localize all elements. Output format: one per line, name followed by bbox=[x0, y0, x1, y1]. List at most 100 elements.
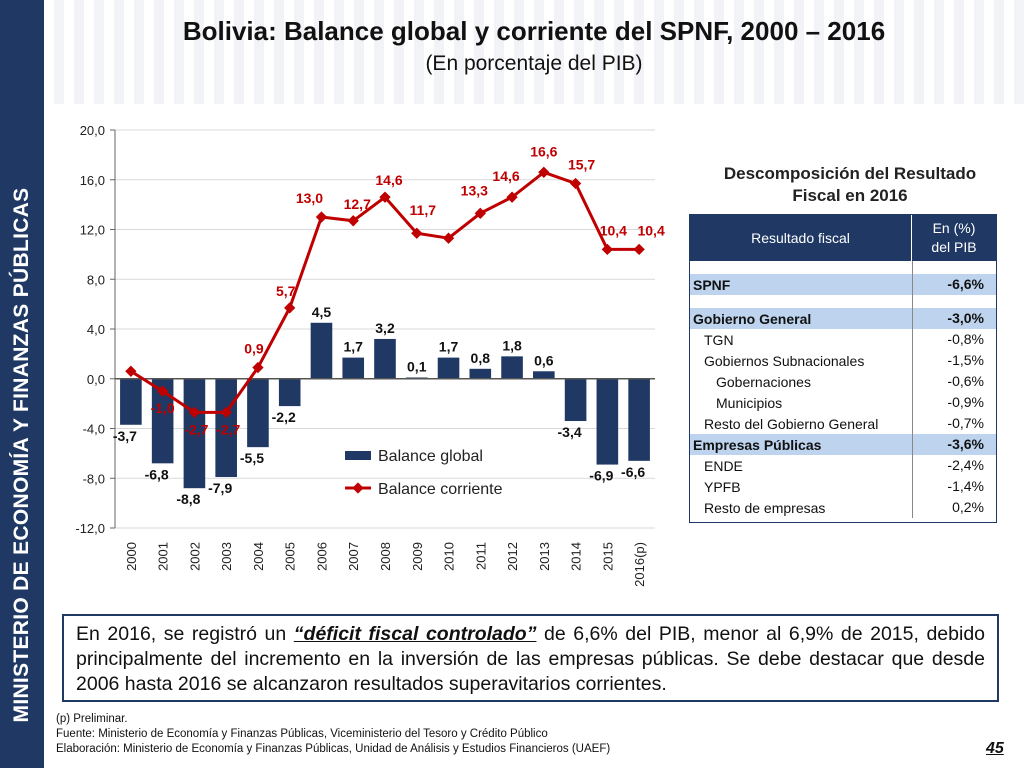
table-row: Empresas Públicas -3,6% bbox=[690, 434, 996, 455]
table-row-label: TGN bbox=[704, 331, 734, 348]
table-row: Resto de empresas 0,2% bbox=[690, 497, 996, 518]
table-row-value: -1,5% bbox=[912, 350, 996, 371]
table-header: Resultado fiscal En (%) del PIB bbox=[690, 215, 996, 261]
table-heading-line1: Descomposición del Resultado bbox=[723, 164, 977, 183]
line-marker bbox=[252, 361, 264, 374]
legend-marker-balance-corriente bbox=[352, 482, 364, 494]
line-label: 5,7 bbox=[276, 283, 296, 299]
line-label: 14,6 bbox=[492, 168, 519, 184]
bar-label: 0,8 bbox=[471, 350, 491, 366]
table-spacer bbox=[690, 295, 996, 308]
bar bbox=[247, 378, 269, 448]
line-label: 13,3 bbox=[461, 182, 488, 198]
x-tick-label: 2016(p) bbox=[632, 542, 647, 587]
x-tick-label: 2011 bbox=[473, 542, 488, 570]
line-label: 13,0 bbox=[296, 190, 323, 206]
line-marker bbox=[538, 166, 550, 178]
balance-chart: 20,0 16,0 12,0 8,0 4,0 0,0 -4,0 -8,0 -12,0 -3,7 -6… bbox=[75, 123, 665, 587]
line-marker bbox=[633, 243, 645, 256]
x-tick-label: 2008 bbox=[378, 542, 393, 571]
table-row-value: -0,9% bbox=[912, 392, 996, 413]
table-row: Resto del Gobierno General -0,7% bbox=[690, 413, 996, 434]
table-row: SPNF -6,6% bbox=[690, 274, 996, 295]
table-spacer bbox=[690, 261, 996, 274]
legend-label-balance-global: Balance global bbox=[378, 448, 483, 465]
bar-label: 4,5 bbox=[312, 304, 332, 320]
y-tick-label: 0,0 bbox=[87, 372, 105, 387]
footnote-source: Fuente: Ministerio de Economía y Finanza… bbox=[56, 728, 548, 740]
bar-label: -6,6 bbox=[621, 464, 645, 480]
line-label: 10,4 bbox=[600, 222, 627, 238]
page-title: Bolivia: Balance global y corriente del … bbox=[182, 16, 886, 46]
y-tick-label: 16,0 bbox=[80, 173, 105, 188]
x-tick-label: 2006 bbox=[314, 542, 329, 571]
page-subtitle: (En porcentaje del PIB) bbox=[425, 52, 643, 75]
bar-label: 3,2 bbox=[375, 320, 395, 336]
footnote-elaboration: Elaboración: Ministerio de Economía y Fi… bbox=[56, 743, 611, 755]
bar bbox=[469, 368, 492, 379]
table-row-label: Resto del Gobierno General bbox=[704, 415, 879, 432]
line-marker bbox=[284, 302, 296, 314]
x-tick-label: 2015 bbox=[600, 542, 615, 571]
y-tick-label: 20,0 bbox=[80, 123, 105, 138]
y-tick-label: -8,0 bbox=[83, 471, 105, 486]
header-decoration bbox=[44, 0, 1024, 104]
note-emphasis: “déficit fiscal controlado” bbox=[293, 623, 537, 645]
footnote-preliminary: (p) Preliminar. bbox=[56, 713, 128, 725]
table-col-pct: En (%) del PIB bbox=[912, 215, 996, 261]
table-col-pct-line1: En (%) bbox=[932, 220, 976, 236]
table-row: Gobernaciones -0,6% bbox=[690, 371, 996, 392]
bar bbox=[501, 356, 523, 379]
bar bbox=[564, 378, 587, 422]
table-row-value: -0,8% bbox=[912, 329, 996, 350]
line-label: 11,7 bbox=[410, 202, 437, 218]
bar-label: -6,8 bbox=[145, 466, 169, 482]
x-tick-label: 2007 bbox=[346, 542, 361, 571]
bar-label: -3,7 bbox=[113, 428, 137, 444]
table-row-label: YPFB bbox=[704, 478, 741, 495]
x-tick-label: 2010 bbox=[442, 542, 457, 571]
line-marker bbox=[506, 191, 518, 203]
legend-swatch-balance-global bbox=[345, 451, 371, 460]
table-row-label: Resto de empresas bbox=[704, 499, 826, 516]
table-row-value: -6,6% bbox=[912, 274, 996, 295]
bar-label: 1,7 bbox=[344, 339, 364, 355]
table-row-value: -2,4% bbox=[912, 455, 996, 476]
table-row: ENDE -2,4% bbox=[690, 455, 996, 476]
table-row-value: -1,4% bbox=[912, 476, 996, 497]
bar-label: -5,5 bbox=[240, 450, 264, 466]
table-row: Gobierno General -3,0% bbox=[690, 308, 996, 329]
sidebar: MINISTERIO DE ECONOMÍA Y FINANZAS PÚBLIC… bbox=[0, 0, 44, 768]
line-marker bbox=[379, 191, 391, 203]
y-tick-label: -4,0 bbox=[83, 422, 105, 437]
line-label: -1,0 bbox=[151, 400, 175, 416]
page-number: 45 bbox=[986, 740, 1004, 757]
table-row-label: Gobierno General bbox=[693, 310, 812, 327]
line-marker bbox=[188, 406, 201, 418]
line-label: 0,9 bbox=[244, 341, 264, 357]
bar bbox=[342, 357, 365, 379]
y-tick-label: 8,0 bbox=[87, 272, 105, 287]
x-tick-label: 2000 bbox=[124, 542, 139, 571]
line-marker bbox=[315, 211, 328, 223]
table-row: Municipios -0,9% bbox=[690, 392, 996, 413]
y-tick-label: 12,0 bbox=[80, 223, 105, 238]
line-marker bbox=[220, 406, 232, 418]
note-text-part1: En 2016, se registró un bbox=[76, 623, 294, 645]
table-row-label: SPNF bbox=[693, 276, 731, 293]
note-text-part2: de 6,6% del PIB, menor al 6,9% de 2015, … bbox=[76, 623, 986, 695]
bar bbox=[151, 378, 174, 464]
x-tick-label: 2013 bbox=[537, 542, 552, 571]
table-row: TGN -0,8% bbox=[690, 329, 996, 350]
fiscal-result-table: Resultado fiscal En (%) del PIB SPNF -6,… bbox=[689, 214, 997, 523]
bar bbox=[628, 378, 650, 461]
table-row-label: Municipios bbox=[716, 394, 783, 411]
x-tick-label: 2005 bbox=[283, 542, 298, 571]
bar-label: -6,9 bbox=[589, 468, 613, 484]
line-label: -2,7 bbox=[216, 421, 240, 437]
table-row-label: Gobernaciones bbox=[716, 373, 811, 390]
line-marker bbox=[156, 385, 169, 397]
summary-note: En 2016, se registró un “déficit fiscal … bbox=[62, 614, 999, 702]
x-tick-label: 2014 bbox=[569, 542, 584, 571]
bar-label: 0,6 bbox=[534, 352, 554, 368]
